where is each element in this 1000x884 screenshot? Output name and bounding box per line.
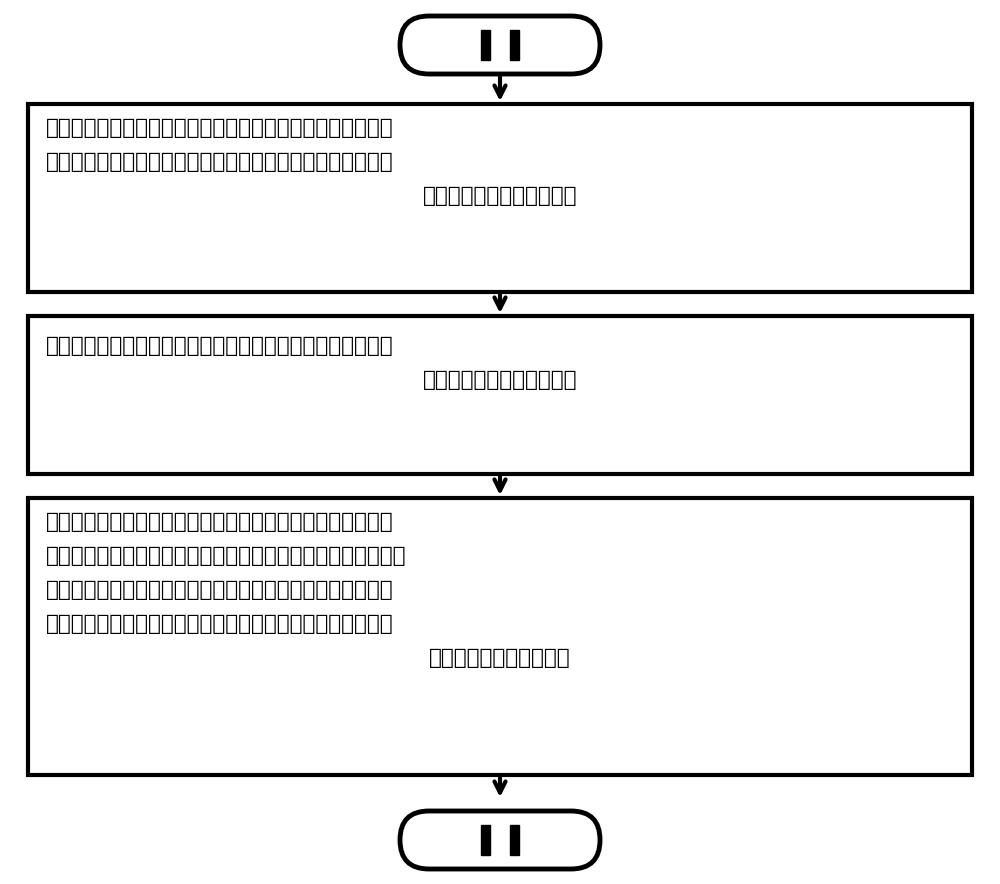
Bar bbox=[28, 104, 972, 292]
Text: 等效的三轴振动新控制谱: 等效的三轴振动新控制谱 bbox=[429, 648, 571, 668]
FancyBboxPatch shape bbox=[400, 16, 600, 74]
Text: ，根据裁剪原则，改变三轴振动每个方向上的试验条件，得到: ，根据裁剪原则，改变三轴振动每个方向上的试验条件，得到 bbox=[46, 152, 394, 172]
Text: 与三轴同时振动时该所述关键点处的等效应力，根据试验条件，: 与三轴同时振动时该所述关键点处的等效应力，根据试验条件， bbox=[46, 546, 406, 566]
Bar bbox=[28, 316, 972, 474]
Text: 保持振动控制谱为梯形谱不变的裁剪原则，改变三轴振动每个: 保持振动控制谱为梯形谱不变的裁剪原则，改变三轴振动每个 bbox=[46, 336, 394, 356]
Text: 三轴同时振动时的试验条件: 三轴同时振动时的试验条件 bbox=[423, 186, 577, 206]
Text: 计算三轴同时振动时每个方向的梯形控制谱剪裁系数，分别按: 计算三轴同时振动时每个方向的梯形控制谱剪裁系数，分别按 bbox=[46, 580, 394, 600]
Text: 确定关键点，提取所述关键点在每个单轴振动时最大等效应力: 确定关键点，提取所述关键点在每个单轴振动时最大等效应力 bbox=[46, 512, 394, 532]
Bar bbox=[481, 825, 490, 855]
Text: 将单轴振动中每个方向上试验条件施加到三轴振动对应方向上: 将单轴振动中每个方向上试验条件施加到三轴振动对应方向上 bbox=[46, 118, 394, 138]
Text: 照求解出的梯形控制谱裁减系数进行剪裁，得到根据最大应力: 照求解出的梯形控制谱裁减系数进行剪裁，得到根据最大应力 bbox=[46, 614, 394, 634]
FancyBboxPatch shape bbox=[400, 811, 600, 869]
Text: 方向上的振动均方根值大小: 方向上的振动均方根值大小 bbox=[423, 370, 577, 390]
Bar bbox=[510, 825, 519, 855]
Bar bbox=[481, 30, 490, 60]
Bar bbox=[28, 498, 972, 775]
Bar bbox=[510, 30, 519, 60]
